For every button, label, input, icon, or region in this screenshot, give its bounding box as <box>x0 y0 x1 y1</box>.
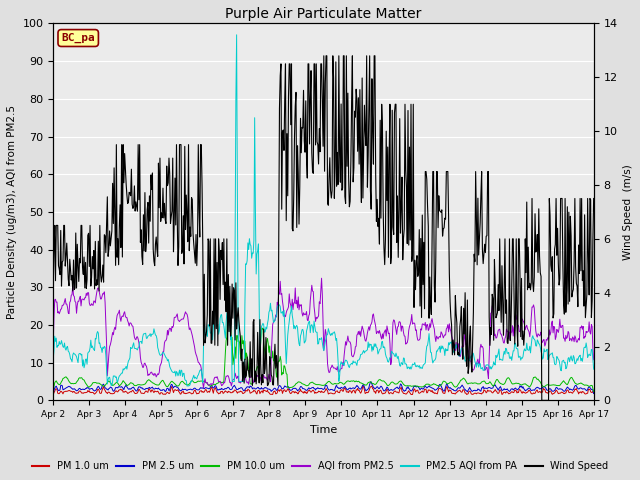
Text: BC_pa: BC_pa <box>61 33 95 43</box>
Y-axis label: Wind Speed  (m/s): Wind Speed (m/s) <box>623 164 633 260</box>
X-axis label: Time: Time <box>310 425 337 435</box>
Title: Purple Air Particulate Matter: Purple Air Particulate Matter <box>225 7 422 21</box>
Y-axis label: Particle Density (ug/m3), AQI from PM2.5: Particle Density (ug/m3), AQI from PM2.5 <box>7 105 17 319</box>
Legend: PM 1.0 um, PM 2.5 um, PM 10.0 um, AQI from PM2.5, PM2.5 AQI from PA, Wind Speed: PM 1.0 um, PM 2.5 um, PM 10.0 um, AQI fr… <box>28 457 612 475</box>
